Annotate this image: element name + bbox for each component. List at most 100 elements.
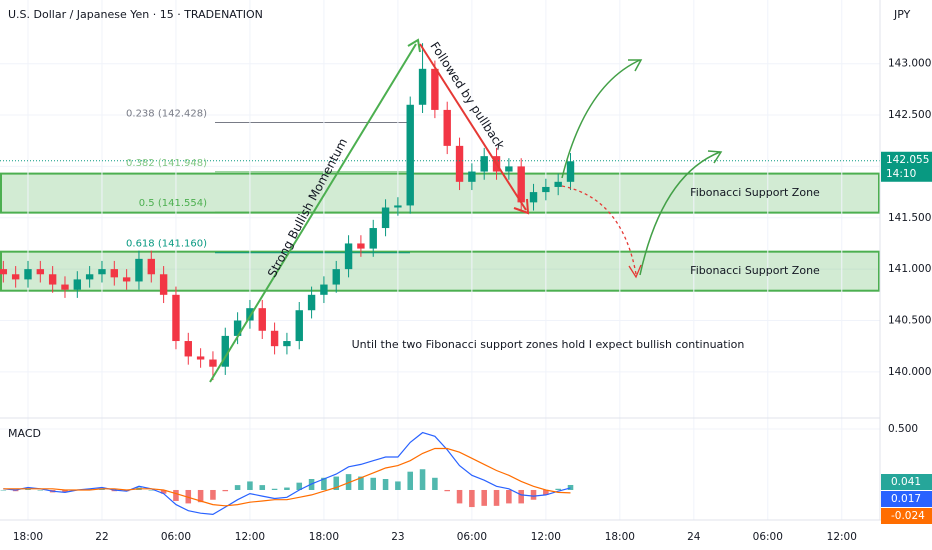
zone-label: Fibonacci Support Zone — [690, 186, 820, 199]
histogram-bar — [432, 477, 438, 490]
arrow-head — [707, 150, 723, 164]
zone-label: Fibonacci Support Zone — [690, 264, 820, 277]
candle-body — [159, 274, 168, 295]
candle-body — [135, 258, 143, 282]
histogram-bar — [567, 484, 574, 490]
candle-body — [61, 284, 69, 290]
candle-body — [566, 161, 575, 182]
histogram-bar — [271, 488, 278, 490]
histogram-bar — [284, 487, 290, 490]
currency: JPY — [893, 8, 911, 21]
candle-body — [505, 166, 513, 172]
candle-body — [542, 186, 550, 193]
x-tick-label: 12:00 — [827, 531, 857, 543]
x-tick-label: 23 — [391, 531, 404, 543]
candle-body — [320, 284, 328, 295]
y-tick-label: 143.000 — [888, 58, 931, 70]
histogram-bar — [321, 477, 327, 490]
candle-body — [85, 274, 94, 280]
histogram-bar — [37, 489, 44, 491]
histogram-bar — [493, 489, 500, 506]
histogram-bar — [234, 485, 241, 490]
x-tick-label: 06:00 — [457, 531, 487, 543]
y-tick-label: 0.500 — [888, 423, 918, 435]
value-label: 0.041 — [891, 476, 921, 488]
histogram-bar — [197, 489, 204, 503]
histogram-bar — [407, 471, 413, 490]
macd-line — [3, 431, 571, 516]
bullish-arrow — [209, 43, 417, 383]
histogram-bar — [160, 489, 167, 494]
macd-title: MACD — [8, 427, 41, 440]
value-label: -0.024 — [891, 510, 925, 522]
candle-body — [246, 308, 254, 321]
histogram-bar — [259, 485, 266, 490]
fib-label: 0.5 (141.554) — [139, 198, 207, 209]
candle-body — [48, 274, 57, 285]
candle-body — [172, 294, 180, 342]
candle-body — [357, 243, 365, 249]
last-price-label: 142.055 — [886, 154, 929, 166]
histogram-bar — [333, 476, 340, 490]
drawings — [209, 38, 723, 383]
x-tick-label: 12:00 — [235, 531, 265, 543]
fib-label: 0.382 (141.948) — [126, 158, 207, 169]
projection-arrow — [639, 151, 721, 276]
histogram-bar — [555, 488, 561, 490]
x-tick-label: 24 — [687, 531, 701, 543]
histogram-bar — [395, 481, 401, 490]
y-tick-label: 140.000 — [888, 366, 931, 378]
candle-body — [394, 205, 402, 208]
candle-body — [110, 269, 118, 278]
histogram-bar — [382, 479, 389, 490]
x-tick-label: 18:00 — [13, 531, 43, 543]
candle-body — [98, 269, 106, 275]
arrow-head — [407, 38, 421, 53]
value-box — [881, 508, 932, 524]
histogram-bar — [62, 489, 68, 493]
fib-label: 0.238 (142.428) — [126, 108, 207, 119]
x-tick-label: 18:00 — [605, 531, 635, 543]
dip-arrow — [561, 185, 637, 275]
histogram-bar — [370, 477, 377, 490]
histogram-bar — [444, 489, 450, 492]
histogram-bar — [419, 469, 426, 490]
countdown-label: 14:10 — [886, 168, 916, 180]
candle-body — [307, 294, 316, 311]
candle-body — [295, 310, 303, 342]
candle-body — [122, 277, 131, 282]
candle-body — [283, 341, 291, 347]
candle-body — [209, 359, 217, 367]
y-tick-label: 142.500 — [888, 109, 931, 121]
histogram-bar — [481, 489, 487, 506]
histogram-bar — [296, 482, 303, 490]
candle-body — [258, 308, 266, 331]
candle-body — [455, 145, 464, 182]
candle-body — [443, 109, 451, 146]
candle-body — [11, 274, 20, 280]
candle-body — [36, 269, 45, 275]
histogram-bar — [0, 489, 7, 491]
candle-body — [270, 330, 279, 347]
candle-body — [221, 335, 229, 367]
arrow-head — [628, 59, 643, 72]
x-tick-label: 06:00 — [161, 531, 191, 543]
y-tick-label: 141.500 — [888, 212, 931, 224]
annotation: Until the two Fibonacci support zones ho… — [352, 338, 745, 351]
candle-body — [73, 279, 82, 290]
candle-body — [369, 228, 377, 249]
candle-body — [0, 269, 8, 275]
pullback-arrow — [419, 43, 527, 211]
candle-body — [554, 181, 562, 187]
histogram-bar — [469, 489, 475, 508]
y-tick-label: 141.000 — [888, 263, 931, 275]
macd-line — [3, 447, 571, 507]
support-zone — [0, 172, 880, 214]
last-price-box — [881, 151, 932, 182]
arrow-head — [513, 198, 530, 215]
candle-body — [344, 243, 353, 270]
x-tick-label: 18:00 — [309, 531, 339, 543]
candle-body — [233, 320, 242, 336]
